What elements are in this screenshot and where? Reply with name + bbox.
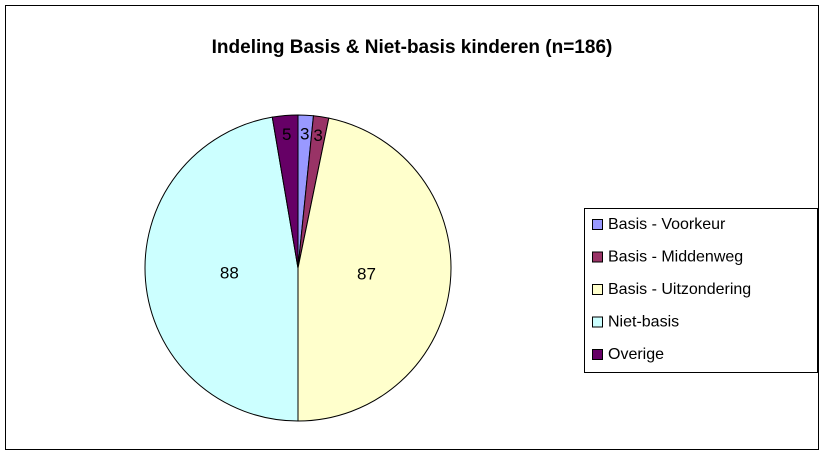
legend-box [584,208,818,373]
pie-slice [144,116,299,422]
legend-swatch [592,316,603,328]
pie-slice [297,117,452,422]
data-label: 3 [300,125,309,144]
legend-swatch [592,284,603,295]
legend-swatch [592,251,603,263]
pie-slice [271,114,299,269]
data-label: 5 [282,125,291,144]
legend-label: Basis - Voorkeur [608,216,726,233]
data-label: 3 [313,126,322,145]
data-label: 88 [220,263,239,282]
legend-swatch [592,219,603,230]
data-label: 87 [357,264,376,283]
chart-title: Indeling Basis & Niet-basis kinderen (n=… [212,37,613,58]
legend-label: Basis - Middenweg [608,249,743,266]
legend-swatch [592,349,603,360]
legend-label: Niet-basis [608,314,679,331]
legend-label: Overige [608,346,664,363]
legend-label: Basis - Uitzondering [608,281,751,298]
